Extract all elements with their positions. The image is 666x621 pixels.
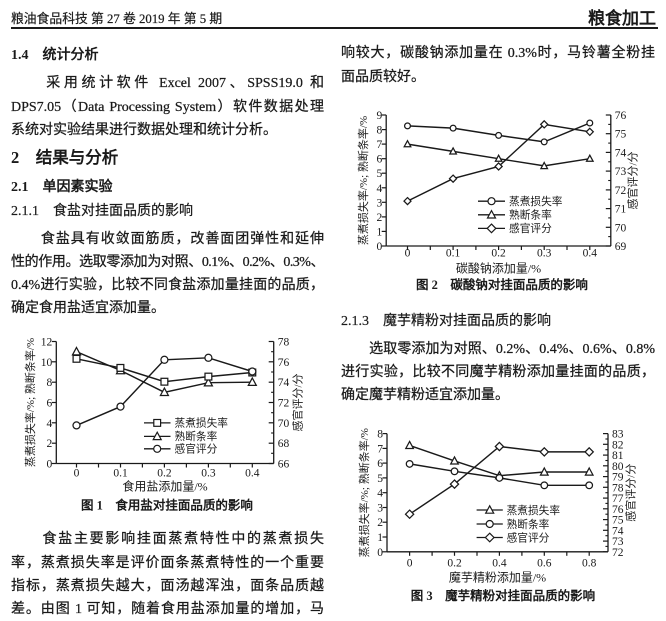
svg-text:0.4: 0.4 <box>492 557 507 569</box>
svg-text:0.4: 0.4 <box>245 468 260 480</box>
svg-text:0.1: 0.1 <box>113 468 128 480</box>
svg-text:0.2: 0.2 <box>447 557 462 569</box>
svg-text:3: 3 <box>376 197 382 209</box>
svg-text:75: 75 <box>612 515 624 527</box>
svg-text:76: 76 <box>278 357 290 369</box>
svg-text:7: 7 <box>377 443 383 455</box>
svg-text:0.4: 0.4 <box>583 248 598 260</box>
svg-text:感官评分: 感官评分 <box>509 222 552 235</box>
svg-text:0.2: 0.2 <box>491 248 506 260</box>
svg-text:76: 76 <box>615 110 627 122</box>
svg-text:74: 74 <box>278 377 290 389</box>
svg-text:77: 77 <box>612 493 624 505</box>
svg-text:80: 80 <box>612 461 624 473</box>
svg-text:74: 74 <box>615 147 627 159</box>
svg-text:71: 71 <box>615 204 627 216</box>
svg-text:70: 70 <box>615 222 627 234</box>
svg-text:4: 4 <box>377 488 383 500</box>
svg-text:1: 1 <box>377 532 383 544</box>
svg-text:8: 8 <box>47 377 53 389</box>
svg-text:图 2 碳酸钠对挂面品质的影响: 图 2 碳酸钠对挂面品质的影响 <box>416 277 588 292</box>
svg-text:熟断条率: 熟断条率 <box>175 430 218 443</box>
svg-text:图 3 魔芋精粉对挂面品质的影响: 图 3 魔芋精粉对挂面品质的影响 <box>411 588 595 603</box>
svg-text:碳酸钠添加量/%: 碳酸钠添加量/% <box>456 261 541 276</box>
svg-text:魔芋精粉添加量/%: 魔芋精粉添加量/% <box>449 570 546 585</box>
svg-text:0.6: 0.6 <box>537 557 552 569</box>
svg-text:蒸煮损失率: 蒸煮损失率 <box>507 504 561 517</box>
svg-text:0: 0 <box>376 241 382 253</box>
svg-text:74: 74 <box>612 525 624 537</box>
svg-text:81: 81 <box>612 450 624 462</box>
svg-text:75: 75 <box>615 129 627 141</box>
svg-text:0: 0 <box>74 468 80 480</box>
svg-text:73: 73 <box>612 536 624 548</box>
svg-text:熟断条率: 熟断条率 <box>509 209 552 222</box>
svg-text:7: 7 <box>376 139 382 151</box>
svg-text:78: 78 <box>612 482 624 494</box>
svg-text:感官评分: 感官评分 <box>507 531 550 544</box>
svg-text:图 1 食用盐对挂面品质的影响: 图 1 食用盐对挂面品质的影响 <box>81 498 253 513</box>
svg-text:0: 0 <box>405 248 411 260</box>
svg-text:熟断条率: 熟断条率 <box>507 518 550 531</box>
svg-text:2: 2 <box>47 438 53 450</box>
svg-text:0: 0 <box>407 557 413 569</box>
svg-text:0.3: 0.3 <box>537 248 552 260</box>
svg-text:0.1: 0.1 <box>446 248 461 260</box>
svg-text:72: 72 <box>612 547 624 559</box>
svg-text:8: 8 <box>376 125 382 137</box>
svg-text:0: 0 <box>377 547 383 559</box>
svg-text:76: 76 <box>612 504 624 516</box>
svg-text:食用盐添加量/%: 食用盐添加量/% <box>122 479 207 494</box>
svg-text:9: 9 <box>376 110 382 122</box>
svg-text:1: 1 <box>376 226 382 238</box>
svg-text:73: 73 <box>615 166 627 178</box>
svg-text:78: 78 <box>278 337 290 349</box>
svg-text:4: 4 <box>47 418 53 430</box>
svg-text:83: 83 <box>612 429 624 441</box>
svg-text:12: 12 <box>41 337 53 349</box>
svg-text:8: 8 <box>377 429 383 441</box>
svg-text:感官评分/分: 感官评分/分 <box>291 373 305 431</box>
svg-text:6: 6 <box>377 458 383 470</box>
svg-text:70: 70 <box>278 418 290 430</box>
svg-text:72: 72 <box>615 185 627 197</box>
svg-text:0.8: 0.8 <box>582 557 597 569</box>
svg-text:蒸煮损失率/%; 熟断条率/%: 蒸煮损失率/%; 熟断条率/% <box>357 428 371 557</box>
svg-text:79: 79 <box>612 472 624 484</box>
svg-text:蒸煮损失率: 蒸煮损失率 <box>175 417 229 430</box>
svg-text:66: 66 <box>278 459 290 471</box>
svg-text:3: 3 <box>377 503 383 515</box>
svg-text:82: 82 <box>612 439 624 451</box>
svg-text:蒸煮损失率/%; 熟断条率/%: 蒸煮损失率/%; 熟断条率/% <box>356 116 370 245</box>
svg-text:0.3: 0.3 <box>201 468 216 480</box>
svg-text:6: 6 <box>47 398 53 410</box>
svg-text:蒸煮损失率/%; 熟断条率/%: 蒸煮损失率/%; 熟断条率/% <box>23 338 37 467</box>
svg-text:5: 5 <box>377 473 383 485</box>
svg-text:4: 4 <box>376 183 382 195</box>
svg-text:5: 5 <box>376 168 382 180</box>
svg-text:68: 68 <box>278 438 290 450</box>
svg-text:感官评分/分: 感官评分/分 <box>626 151 640 209</box>
svg-text:2: 2 <box>376 212 382 224</box>
svg-text:10: 10 <box>41 357 53 369</box>
svg-text:6: 6 <box>376 154 382 166</box>
svg-text:0: 0 <box>47 459 53 471</box>
svg-text:72: 72 <box>278 398 290 410</box>
svg-text:0.2: 0.2 <box>157 468 172 480</box>
svg-text:2: 2 <box>377 517 383 529</box>
svg-text:蒸煮损失率: 蒸煮损失率 <box>509 195 563 208</box>
svg-text:69: 69 <box>615 241 627 253</box>
svg-text:感官评分/分: 感官评分/分 <box>624 464 638 522</box>
svg-text:感官评分: 感官评分 <box>175 443 218 456</box>
